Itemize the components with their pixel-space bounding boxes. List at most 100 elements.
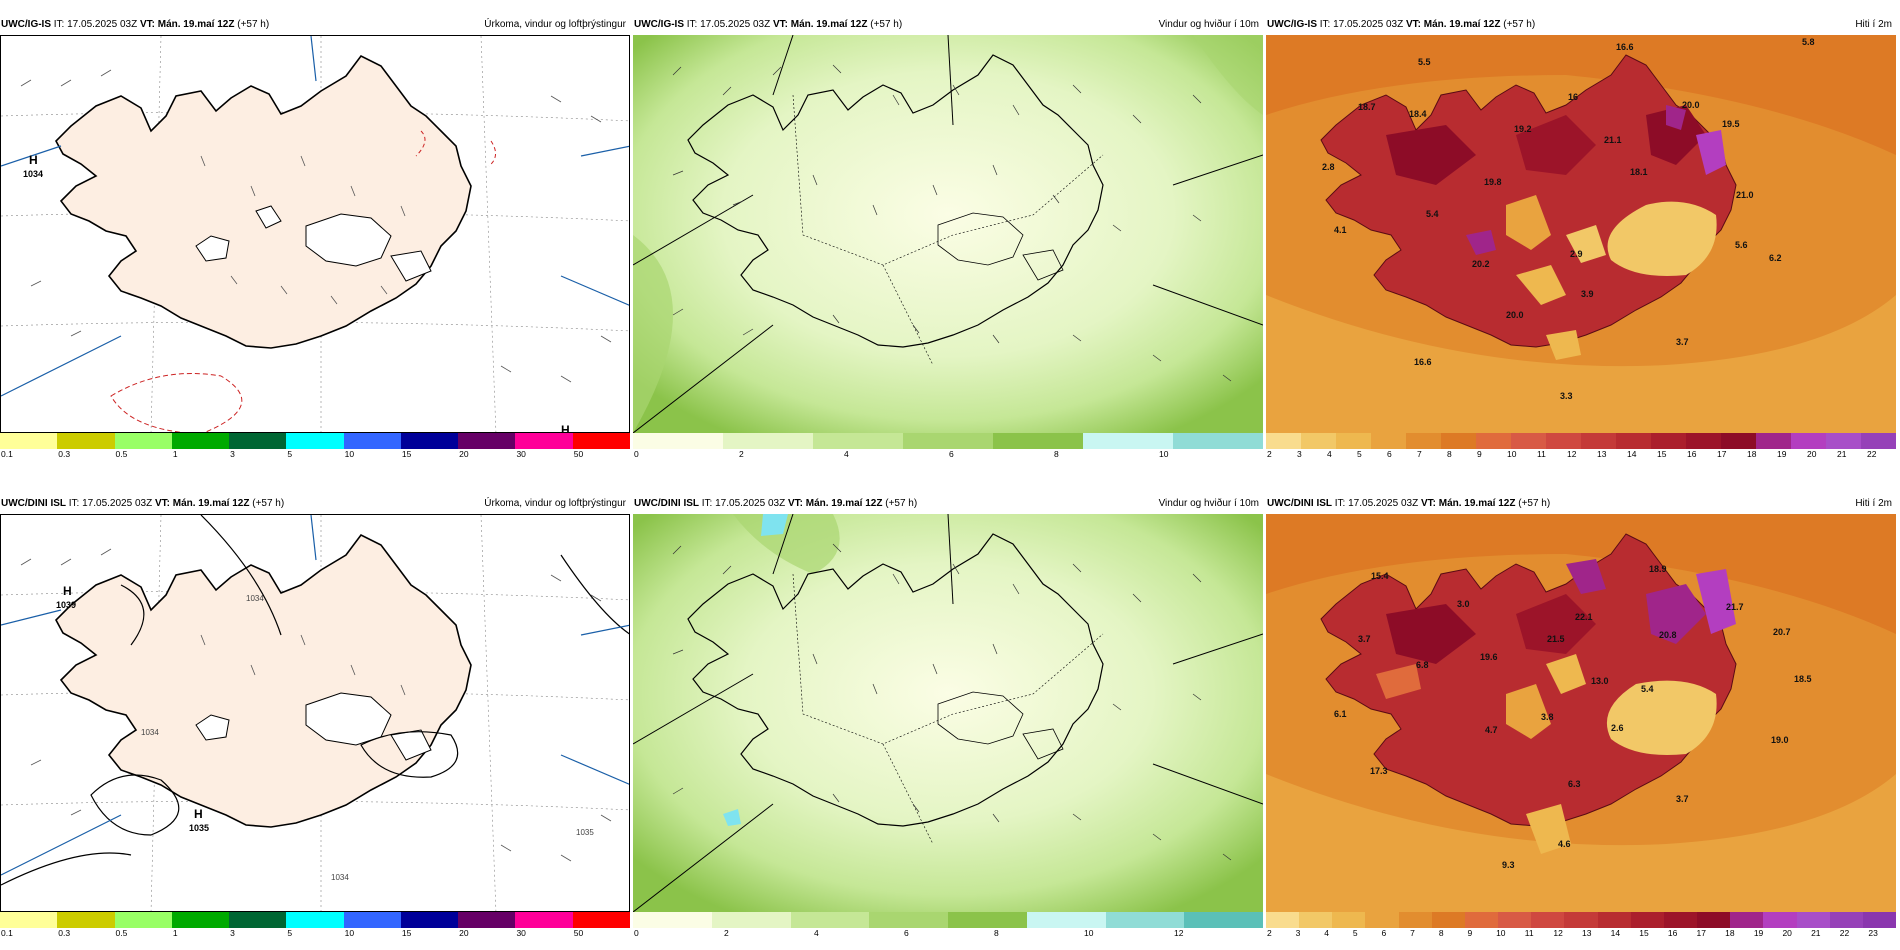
colorbar-segment	[1398, 912, 1432, 928]
colorbar-tick-label: 21	[1837, 449, 1847, 459]
colorbar-tick-label: 3	[1295, 928, 1301, 938]
temp-label: 20.7	[1773, 627, 1791, 637]
temp-label: 22.1	[1575, 612, 1593, 622]
colorbar-tick-label: 11	[1524, 928, 1534, 938]
map-wind[interactable]	[633, 35, 1263, 433]
colorbar-segment	[1173, 433, 1263, 449]
colorbar-tick-label: 18	[1725, 928, 1735, 938]
colorbar-segment	[343, 433, 401, 449]
colorbar-tick-label: 13	[1597, 449, 1607, 459]
pressure-value-label: 1039	[56, 600, 76, 610]
colorbar-tick-label: 10	[1496, 928, 1506, 938]
colorbar-segment	[1829, 912, 1863, 928]
temp-label: 3.9	[1581, 289, 1594, 299]
colorbar-tick-label: 12	[1174, 928, 1184, 938]
colorbar-tick-label: 8	[1054, 449, 1059, 459]
temp-label: 18.4	[1409, 109, 1427, 119]
colorbar-tick-label: 2	[739, 449, 744, 459]
colorbar-tick-label: 19	[1753, 928, 1764, 938]
temp-label: 2.8	[1322, 162, 1335, 172]
colorbar-tick-label: 12	[1553, 928, 1563, 938]
colorbar-tick-label: 5	[287, 928, 293, 938]
colorbar-tick-label: 23	[1868, 928, 1878, 938]
colorbar-tick-label: 2	[724, 928, 729, 938]
colorbar-tick-label: 9	[1477, 449, 1482, 459]
panel-title: Hiti í 2m	[1855, 19, 1892, 30]
temp-label: 21.5	[1547, 634, 1565, 644]
colorbar-tick-label: 3	[1297, 449, 1302, 459]
colorbar-tick-label: 22	[1839, 928, 1850, 938]
valid-time: VT: Mán. 19.maí 12Z	[787, 498, 883, 509]
init-time: IT: 17.05.2025 03Z	[68, 498, 153, 509]
colorbar-tick-label: 0.1	[1, 928, 13, 938]
colorbar-segment	[948, 912, 1027, 928]
temp-label: 18.5	[1794, 674, 1812, 684]
map-precip[interactable]: H 1034 H	[0, 35, 630, 433]
colorbar-tick-label: 1	[172, 449, 178, 459]
colorbar-tick-label: 2	[1267, 928, 1272, 938]
map-wind[interactable]	[633, 514, 1263, 912]
colorbar-segment	[1791, 433, 1826, 449]
temp-colorbar-ticks: 2 3 4 5 6 7 8 9 10 11 12 13 14 15 16 17 18 19 20 21 22 23	[1266, 928, 1896, 940]
valid-time: VT: Mán. 19.maí 12Z	[154, 498, 250, 509]
colorbar-segment	[286, 912, 344, 928]
wind-colorbar	[633, 433, 1263, 449]
colorbar-tick-label: 4	[844, 449, 849, 459]
panel-header: UWC/DINI ISL IT: 17.05.2025 03Z VT: Mán.…	[0, 494, 630, 514]
isobar-label: 1034	[246, 594, 264, 603]
map-temperature[interactable]: 16.6 5.8 5.5 18.7 16 20.0 18.4 19.2 21.1…	[1266, 35, 1896, 433]
colorbar-tick-label: 10	[344, 449, 355, 459]
lead-time: (+57 h)	[870, 19, 903, 30]
colorbar-segment	[1371, 433, 1406, 449]
panel-title: Hiti í 2m	[1855, 498, 1892, 509]
colorbar-segment	[1464, 912, 1499, 928]
colorbar-segment	[813, 433, 903, 449]
map-precip[interactable]: H 1039 H 1035 1034 1034 1035 1034	[0, 514, 630, 912]
temp-label: 3.7	[1676, 794, 1689, 804]
pressure-high-label: H	[561, 423, 570, 433]
colorbar-segment	[229, 433, 287, 449]
colorbar-tick-label: 8	[994, 928, 999, 938]
colorbar-tick-label: 16	[1667, 928, 1678, 938]
temp-label: 2.6	[1611, 723, 1624, 733]
temp-label: 4.7	[1485, 725, 1498, 735]
colorbar-segment	[1083, 433, 1173, 449]
wind-colorbar-ticks: 0 2 4 6 8 10 12	[633, 928, 1263, 940]
precip-colorbar	[0, 433, 630, 449]
valid-time: VT: Mán. 19.maí 12Z	[1420, 498, 1516, 509]
colorbar-segment	[1730, 912, 1764, 928]
model-name: UWC/IG-IS	[1, 19, 51, 30]
temp-label: 18.7	[1358, 102, 1376, 112]
colorbar-tick-label: 30	[516, 449, 526, 459]
temp-label: 2.9	[1570, 249, 1583, 259]
colorbar-segment	[1365, 912, 1399, 928]
colorbar-segment	[723, 433, 813, 449]
colorbar-tick-label: 15	[1657, 449, 1667, 459]
temp-label: 21.0	[1736, 190, 1754, 200]
panel-header: UWC/IG-IS IT: 17.05.2025 03Z VT: Mán. 19…	[0, 15, 630, 35]
svg-text:16.6 5.8 5.5: 16.6 5.8 5.5 18.7 16 20.0 18.4 19.2 21.1…	[1322, 37, 1817, 401]
temp-label: 17.3	[1370, 766, 1388, 776]
map-temperature[interactable]: 15.4 18.9 3.0 21.7 22.1 20.8 3.7 21.5 20…	[1266, 514, 1896, 912]
colorbar-tick-label: 17	[1717, 449, 1727, 459]
lead-time: (+57 h)	[252, 498, 285, 509]
colorbar-tick-label: 19	[1777, 449, 1787, 459]
temp-label: 3.8	[1541, 712, 1554, 722]
isobar-label: 1034	[331, 873, 349, 882]
colorbar-segment	[1826, 433, 1861, 449]
lead-time: (+57 h)	[1503, 19, 1536, 30]
colorbar-tick-label: 3	[230, 928, 235, 938]
temp-label: 16.6	[1616, 42, 1634, 52]
colorbar-segment	[458, 912, 516, 928]
valid-time: VT: Mán. 19.maí 12Z	[1405, 19, 1501, 30]
colorbar-segment	[1531, 912, 1565, 928]
colorbar-segment	[57, 912, 115, 928]
colorbar-segment	[458, 433, 516, 449]
colorbar-segment	[1026, 912, 1106, 928]
temp-label: 16	[1568, 92, 1578, 102]
colorbar-segment	[171, 912, 230, 928]
colorbar-segment	[993, 433, 1083, 449]
colorbar-segment	[1441, 433, 1476, 449]
colorbar-segment	[515, 433, 573, 449]
isobar-label: 1035	[576, 828, 594, 837]
